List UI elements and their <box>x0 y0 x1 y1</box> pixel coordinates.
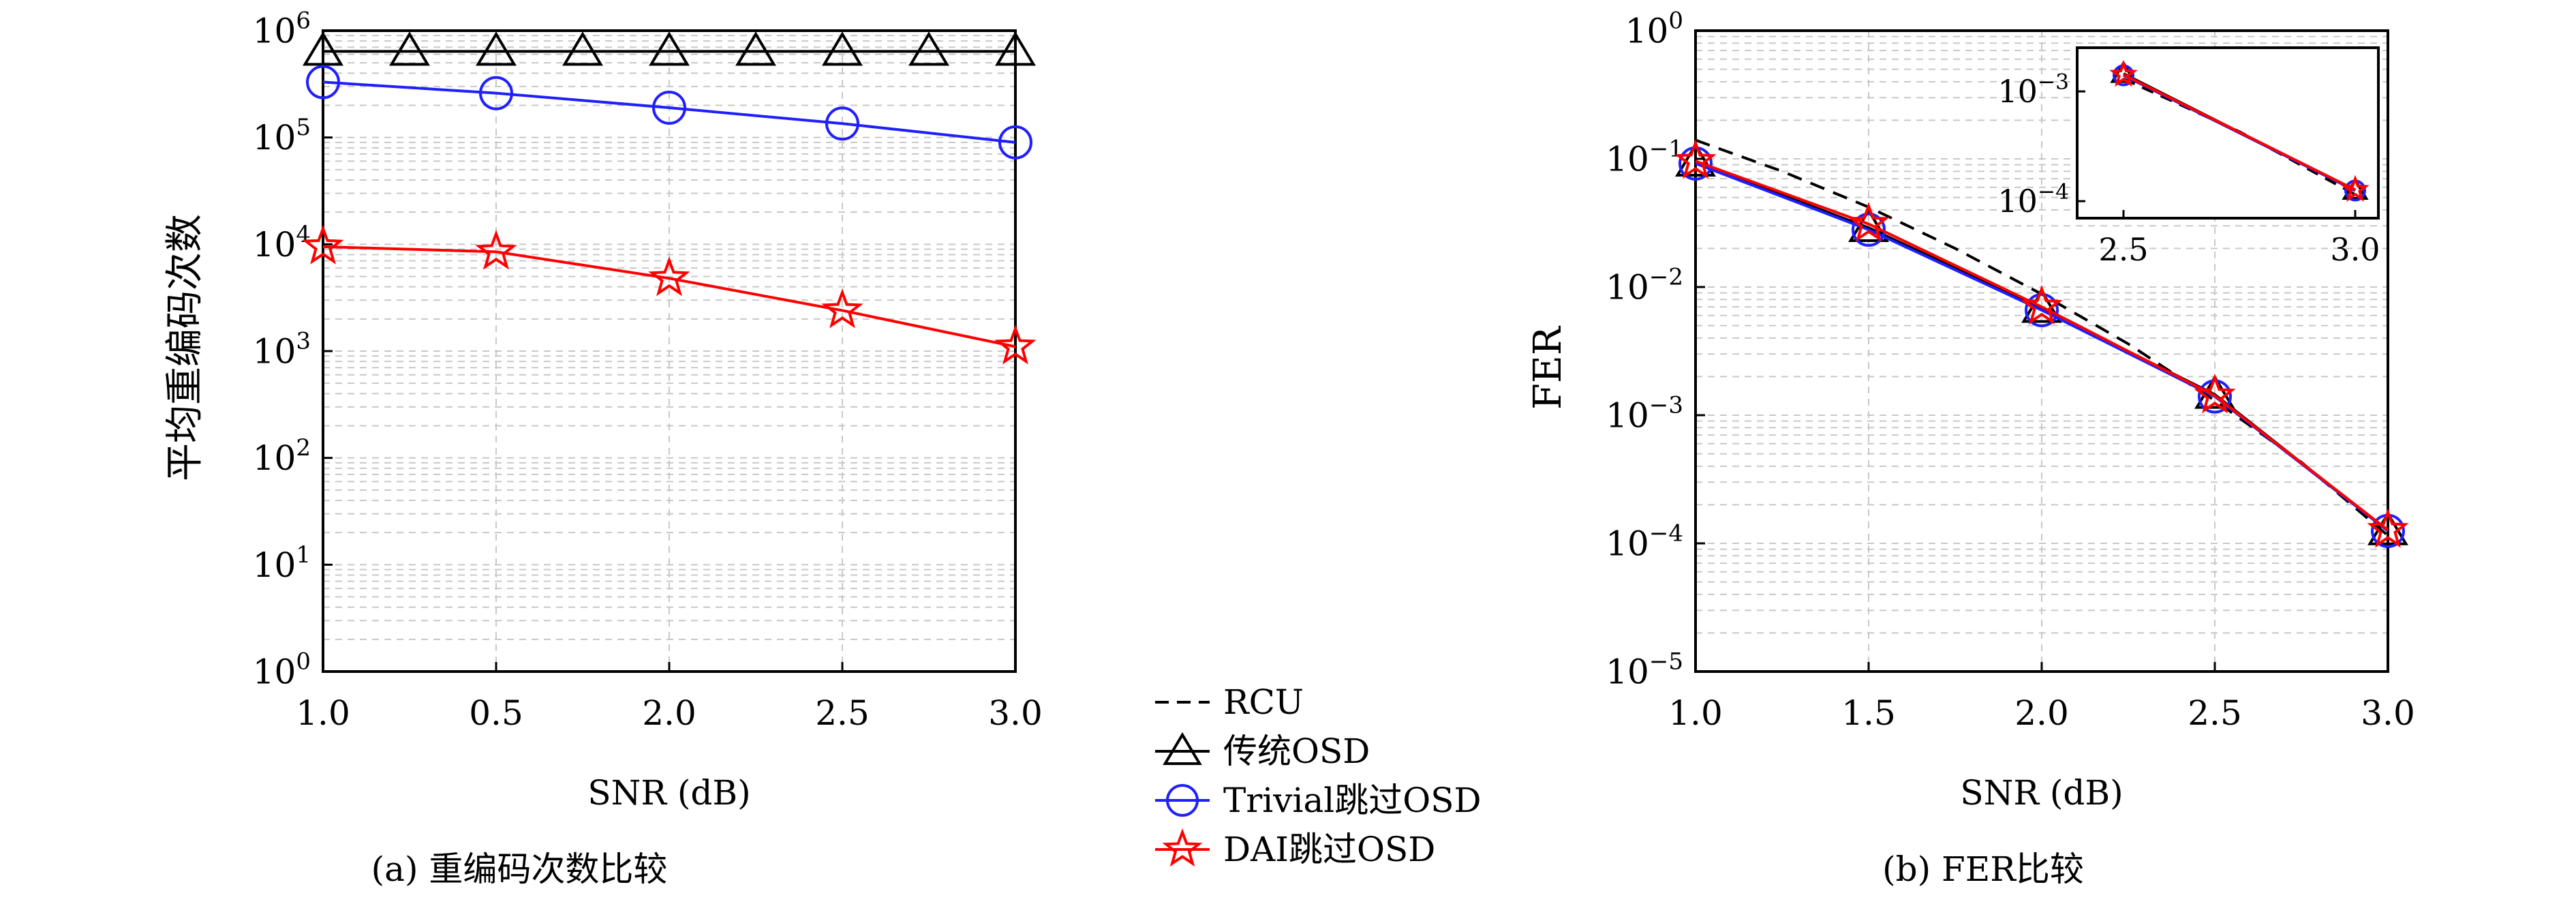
y-tick-label: 104 <box>253 221 311 265</box>
legend-marker-traditional <box>1163 732 1202 766</box>
y-tick-label: 10−4 <box>1606 520 1683 564</box>
point-traditional <box>389 31 430 66</box>
x-tick-label: 2.0 <box>642 693 696 733</box>
point-dai <box>2194 374 2236 414</box>
point-dai <box>475 230 517 270</box>
legend-label-traditional: 传统OSD <box>1223 732 1370 771</box>
grid <box>322 31 1016 672</box>
chart-a: 1.0 0.5 2.0 2.5 3.0 100 101 102 103 104 105 106 <box>253 7 1043 734</box>
point-traditional <box>908 31 949 66</box>
y-tick-label: 10−5 <box>1606 648 1683 692</box>
point-dai <box>994 325 1037 365</box>
y-tick-label: 102 <box>253 434 311 478</box>
series-dai <box>1674 139 2409 548</box>
series-line-trivial <box>322 80 1016 144</box>
point-traditional <box>735 31 776 66</box>
y-axis-label-a: 平均重编码次数 <box>163 214 207 481</box>
inset-x-tick-label: 3.0 <box>2330 231 2380 268</box>
y-tick-label: 105 <box>253 114 311 157</box>
point-dai <box>1847 202 1890 242</box>
y-axis-label-b: FER <box>1526 325 1570 410</box>
x-tick-label: 2.5 <box>815 693 870 733</box>
y-tick-label: 10−2 <box>1606 264 1683 307</box>
plot-frame <box>322 29 1017 673</box>
x-tick-label: 2.5 <box>2188 693 2242 733</box>
inset-point-dai <box>2109 59 2138 87</box>
x-tick-label: 1.5 <box>1841 693 1896 733</box>
x-axis-label-b: SNR (dB) <box>1960 773 2123 813</box>
caption-a: (a) 重编码次数比较 <box>371 849 668 889</box>
caption-b: (b) FER比较 <box>1882 849 2084 889</box>
y-tick-label: 101 <box>253 541 311 585</box>
point-traditional <box>303 31 343 66</box>
point-traditional <box>649 31 690 66</box>
inset-x-tick-label: 2.5 <box>2098 231 2148 268</box>
series-line-dai <box>322 245 1016 348</box>
point-trivial <box>1678 146 1713 181</box>
point-trivial <box>2025 292 2059 327</box>
point-traditional <box>822 31 863 66</box>
point-traditional <box>476 31 517 66</box>
point-dai <box>2021 284 2063 325</box>
x-tick-label: 1.0 <box>1668 693 1723 733</box>
point-dai <box>302 224 344 265</box>
inset-y-tick-label: 10−4 <box>1997 180 2069 220</box>
legend-label-rcu: RCU <box>1223 682 1304 722</box>
inset-y-tick-label: 10−3 <box>1997 70 2069 110</box>
y-tick-label: 100 <box>253 648 311 692</box>
x-tick-label: 1.0 <box>296 693 350 733</box>
series-trivial <box>306 65 1032 160</box>
x-tick-label: 2.0 <box>2014 693 2069 733</box>
point-dai <box>2367 508 2409 548</box>
point-traditional <box>1675 142 1716 177</box>
chart-b: 1.0 1.5 2.0 2.5 3.0 100 10−1 10−2 10−3 10−4 10−5 <box>1606 7 2415 734</box>
series-line-dai <box>1695 160 2389 532</box>
point-trivial <box>652 90 686 125</box>
series-traditional <box>303 31 1036 66</box>
y-tick-label: 100 <box>1625 7 1683 51</box>
point-traditional <box>2367 511 2408 545</box>
legend-marker-trivial <box>1166 784 1199 817</box>
y-tick-label: 103 <box>253 328 311 372</box>
inset-point-dai <box>2341 175 2370 202</box>
point-dai <box>821 288 863 329</box>
inset-frame <box>2076 46 2380 220</box>
series-dai <box>302 224 1037 365</box>
point-traditional <box>995 31 1036 66</box>
point-trivial <box>825 106 859 141</box>
plot-frame <box>1694 29 2389 673</box>
point-trivial <box>479 76 513 110</box>
point-dai <box>648 256 690 297</box>
point-dai <box>1674 139 1717 179</box>
point-trivial <box>998 125 1032 160</box>
legend-label-trivial: Trivial跳过OSD <box>1223 781 1482 820</box>
y-tick-label: 10−1 <box>1606 136 1683 179</box>
legend-label-dai: DAI跳过OSD <box>1223 830 1435 869</box>
x-tick-label: 3.0 <box>2361 693 2415 733</box>
legend-marker-dai <box>1162 828 1203 867</box>
y-tick-label: 10−3 <box>1606 392 1683 436</box>
legend: RCU 传统OSD Trivial跳过OSD DAI跳过OSD <box>1155 682 1482 869</box>
point-trivial <box>1852 212 1886 247</box>
x-tick-label: 3.0 <box>988 693 1043 733</box>
x-axis-label-a: SNR (dB) <box>587 773 750 813</box>
chart-b-inset: 2.5 3.0 10−3 10−4 <box>1997 46 2380 268</box>
y-tick-label: 106 <box>253 7 311 51</box>
x-tick-label: 0.5 <box>469 693 523 733</box>
point-trivial <box>306 65 340 100</box>
inset-line-dai <box>2123 73 2356 192</box>
point-traditional <box>562 31 603 66</box>
